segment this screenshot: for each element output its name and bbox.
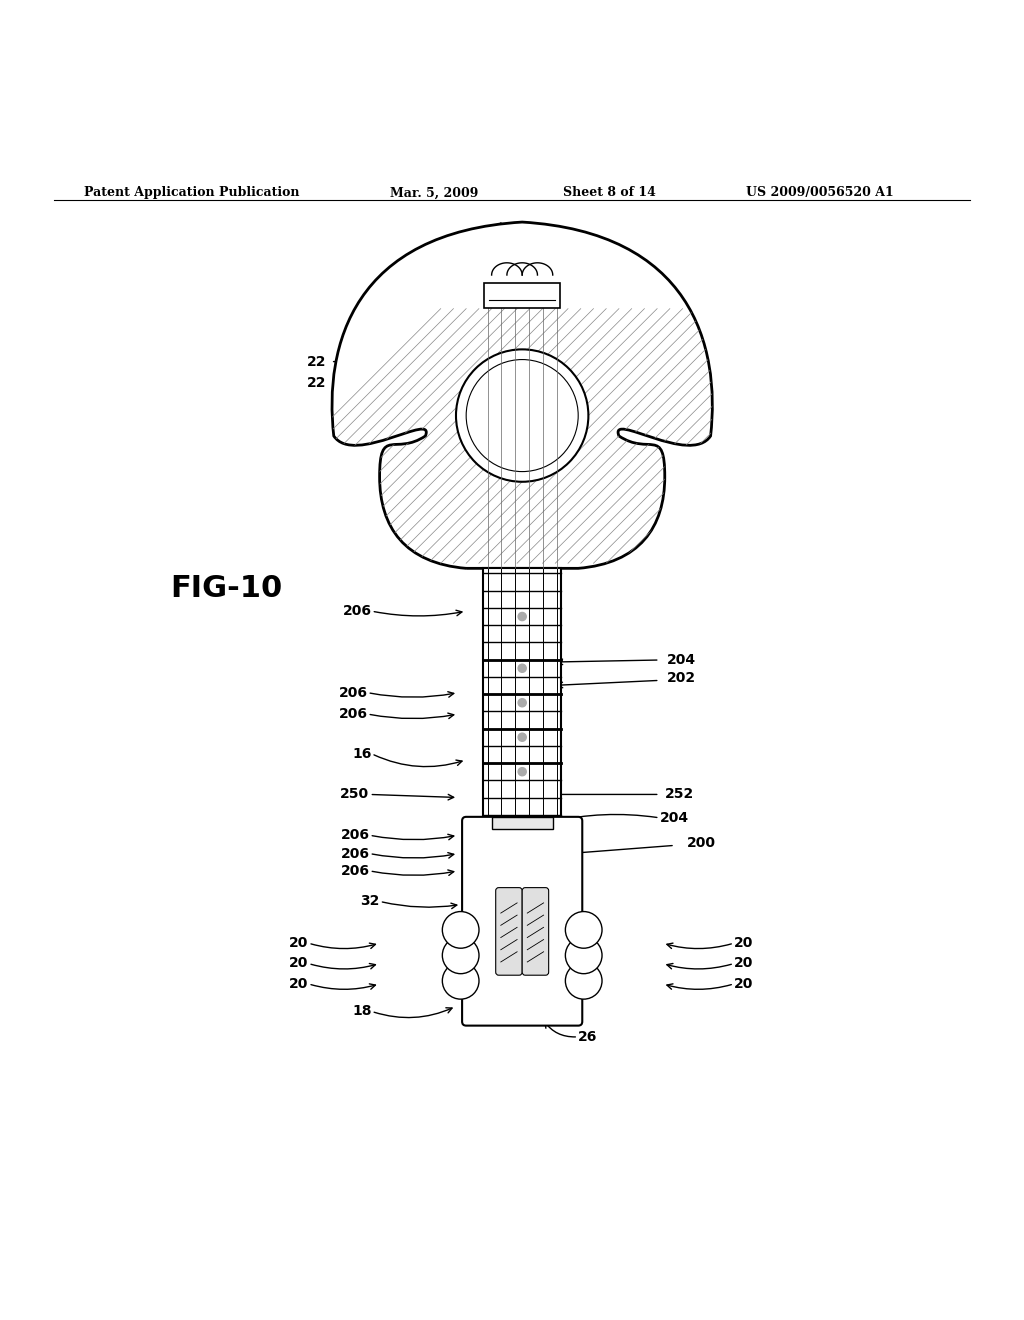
Text: 24: 24: [512, 240, 531, 255]
Text: 22: 22: [307, 355, 327, 368]
Text: 16: 16: [352, 747, 372, 760]
Text: 20: 20: [289, 936, 308, 950]
Text: 20: 20: [289, 957, 308, 970]
Circle shape: [518, 664, 526, 672]
PathPatch shape: [332, 222, 713, 569]
Circle shape: [442, 937, 479, 974]
Text: FIG-10: FIG-10: [171, 574, 283, 603]
FancyBboxPatch shape: [496, 887, 522, 975]
Text: 200: 200: [687, 837, 716, 850]
Circle shape: [565, 962, 602, 999]
Text: 26: 26: [579, 1030, 598, 1044]
Circle shape: [518, 612, 526, 620]
Circle shape: [518, 698, 526, 706]
Circle shape: [466, 359, 579, 471]
Circle shape: [518, 733, 526, 742]
Bar: [483, 569, 561, 822]
Circle shape: [565, 912, 602, 948]
Text: 204: 204: [659, 810, 689, 825]
FancyBboxPatch shape: [462, 817, 583, 1026]
Bar: [484, 282, 560, 308]
FancyBboxPatch shape: [522, 887, 549, 975]
Text: 20: 20: [734, 977, 754, 991]
Text: 22: 22: [307, 376, 327, 389]
Text: 206: 206: [340, 863, 370, 878]
Circle shape: [442, 912, 479, 948]
Circle shape: [518, 768, 526, 776]
Circle shape: [565, 937, 602, 974]
Text: 206: 206: [342, 605, 372, 618]
Text: 204: 204: [667, 653, 696, 667]
Text: 206: 206: [340, 846, 370, 861]
Text: 22: 22: [566, 411, 586, 425]
Text: US 2009/0056520 A1: US 2009/0056520 A1: [746, 186, 894, 199]
Circle shape: [456, 350, 589, 482]
Text: 20: 20: [289, 977, 308, 991]
Text: 206: 206: [338, 708, 368, 721]
Text: 28: 28: [493, 309, 512, 322]
Text: 202: 202: [667, 672, 696, 685]
Bar: [492, 817, 553, 829]
Text: 20: 20: [734, 957, 754, 970]
Text: 20: 20: [734, 936, 754, 950]
Text: 18: 18: [352, 1005, 372, 1018]
Text: Sheet 8 of 14: Sheet 8 of 14: [563, 186, 655, 199]
Circle shape: [442, 962, 479, 999]
Text: 30: 30: [348, 338, 368, 351]
Text: Mar. 5, 2009: Mar. 5, 2009: [390, 186, 478, 199]
Text: 32: 32: [360, 895, 380, 908]
Text: 250: 250: [340, 788, 370, 801]
Text: Patent Application Publication: Patent Application Publication: [84, 186, 300, 199]
Text: 206: 206: [340, 828, 370, 842]
Text: 206: 206: [338, 685, 368, 700]
Text: 252: 252: [665, 788, 694, 801]
